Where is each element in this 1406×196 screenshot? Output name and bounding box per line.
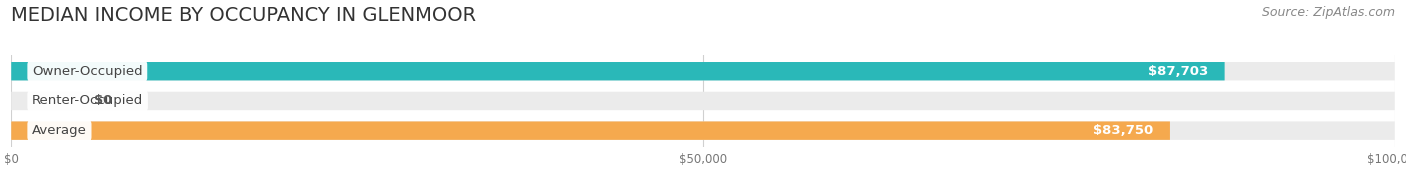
Text: Renter-Occupied: Renter-Occupied — [32, 94, 143, 107]
FancyBboxPatch shape — [11, 62, 1225, 80]
FancyBboxPatch shape — [11, 92, 1395, 110]
FancyBboxPatch shape — [11, 122, 1395, 140]
Text: Owner-Occupied: Owner-Occupied — [32, 65, 142, 78]
Text: MEDIAN INCOME BY OCCUPANCY IN GLENMOOR: MEDIAN INCOME BY OCCUPANCY IN GLENMOOR — [11, 6, 477, 25]
Text: Average: Average — [32, 124, 87, 137]
Text: $87,703: $87,703 — [1147, 65, 1208, 78]
FancyBboxPatch shape — [11, 122, 1170, 140]
FancyBboxPatch shape — [11, 62, 1395, 80]
Text: $83,750: $83,750 — [1092, 124, 1153, 137]
Text: $0: $0 — [94, 94, 112, 107]
Text: Source: ZipAtlas.com: Source: ZipAtlas.com — [1261, 6, 1395, 19]
